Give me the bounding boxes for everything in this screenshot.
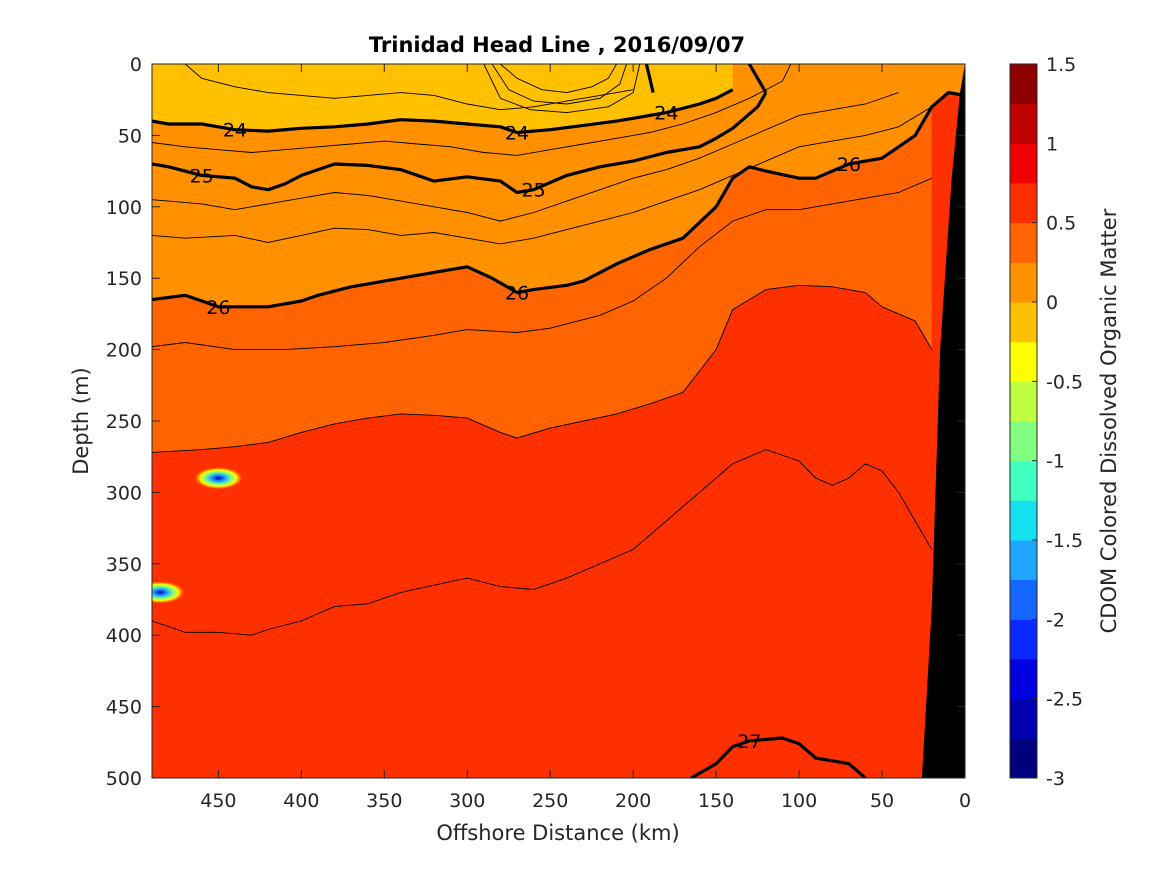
y-tick-label: 150 xyxy=(106,268,142,290)
thin-contour xyxy=(491,64,627,105)
x-tick-label: 450 xyxy=(200,790,236,812)
colorbar-tick-label: 1 xyxy=(1046,133,1058,155)
colorbar: 1.5 1 0.5 0 -0.5 -1 -1.5 -2 -2.5 -3 xyxy=(1009,54,1083,790)
colorbar-swatch xyxy=(1010,262,1037,303)
y-tick-label: 50 xyxy=(118,125,142,147)
colorbar-swatch xyxy=(1010,698,1037,739)
x-tick-label: 50 xyxy=(870,790,894,812)
y-tick-label: 350 xyxy=(106,554,142,576)
thin-contour xyxy=(483,64,641,114)
x-tick-label: 300 xyxy=(449,790,485,812)
colorbar-tick-label: -2 xyxy=(1046,609,1065,631)
y-axis-ticks: 0 50 100 150 200 250 300 350 400 450 500 xyxy=(106,54,965,790)
colorbar-swatch xyxy=(1010,183,1037,224)
colorbar-label: CDOM Colored Dissolved Organic Matter xyxy=(1097,208,1121,633)
colorbar-tick-label: 0.5 xyxy=(1046,213,1076,235)
colorbar-tick-label: -3 xyxy=(1046,768,1065,790)
y-tick-label: 450 xyxy=(106,697,142,719)
seafloor-bathymetry xyxy=(921,64,965,778)
colorbar-tick-label: 0 xyxy=(1046,292,1058,314)
chart-title: Trinidad Head Line , 2016/09/07 xyxy=(369,33,745,57)
low-cdom-anomalies xyxy=(152,467,243,604)
thin-contour xyxy=(152,177,932,351)
contour-label-25: 25 xyxy=(190,165,214,187)
y-tick-label: 0 xyxy=(130,54,142,76)
labeled-isopycnal-contours: 24 24 24 25 25 26 26 26 27 xyxy=(152,64,965,778)
colorbar-swatch xyxy=(1010,222,1037,263)
thin-contour xyxy=(500,64,617,94)
colorbar-swatch xyxy=(1010,302,1037,343)
colorbar-swatch xyxy=(1010,381,1037,422)
colorbar-swatch xyxy=(1010,143,1037,184)
contour-24 xyxy=(152,88,734,135)
x-tick-label: 100 xyxy=(781,790,817,812)
y-tick-label: 300 xyxy=(106,482,142,504)
contour-label-26: 26 xyxy=(837,154,861,176)
colorbar-swatch xyxy=(1010,460,1037,501)
colorbar-tick-label: 1.5 xyxy=(1046,54,1076,76)
thin-contour xyxy=(152,106,933,245)
band-fill xyxy=(152,64,733,133)
contour-label-24: 24 xyxy=(223,120,247,142)
x-tick-label: 350 xyxy=(366,790,402,812)
anomaly-patch xyxy=(194,467,243,490)
y-tick-label: 400 xyxy=(106,625,142,647)
cdom-fill-bands xyxy=(152,64,965,778)
x-tick-label: 400 xyxy=(283,790,319,812)
x-axis-label: Offshore Distance (km) xyxy=(436,821,679,845)
y-tick-label: 250 xyxy=(106,411,142,433)
colorbar-tick-label: -2.5 xyxy=(1046,689,1083,711)
contour-segment xyxy=(747,64,768,94)
y-tick-label: 200 xyxy=(106,340,142,362)
colorbar-tick-label: -1.5 xyxy=(1046,530,1083,552)
colorbar-swatch xyxy=(1010,341,1037,382)
thin-contour xyxy=(152,284,933,453)
colorbar-swatch xyxy=(1010,103,1037,144)
colorbar-swatch xyxy=(1010,500,1037,541)
colorbar-swatch xyxy=(1010,64,1037,105)
contour-label-25: 25 xyxy=(522,180,546,202)
colorbar-tick-label: -0.5 xyxy=(1046,371,1083,393)
contour-label-24: 24 xyxy=(654,103,678,125)
x-axis-ticks: 450 400 350 300 250 200 150 100 50 0 xyxy=(200,64,971,812)
y-tick-label: 500 xyxy=(106,768,142,790)
contour-27 xyxy=(690,736,867,778)
anomaly-patch xyxy=(152,581,185,604)
thin-contour xyxy=(152,64,792,156)
plot-area: 24 24 24 25 25 26 26 26 27 xyxy=(152,64,965,778)
contour-26 xyxy=(152,91,965,309)
colorbar-swatch xyxy=(1010,579,1037,620)
thin-contour xyxy=(152,449,933,636)
x-tick-label: 150 xyxy=(698,790,734,812)
colorbar-swatch xyxy=(1010,540,1037,581)
colorbar-swatch xyxy=(1010,421,1037,462)
x-tick-label: 200 xyxy=(615,790,651,812)
thin-isopycnal-contours xyxy=(152,64,933,636)
contour-label-27: 27 xyxy=(737,731,761,753)
colorbar-tick-label: -1 xyxy=(1046,451,1065,473)
contour-label-24: 24 xyxy=(505,123,529,145)
contour-segment xyxy=(644,64,655,93)
y-axis-label: Depth (m) xyxy=(69,367,93,474)
colorbar-swatch xyxy=(1010,659,1037,700)
contour-label-26: 26 xyxy=(206,297,230,319)
y-tick-label: 100 xyxy=(106,197,142,219)
colorbar-swatch xyxy=(1010,619,1037,660)
x-tick-label: 250 xyxy=(532,790,568,812)
x-tick-label: 0 xyxy=(959,790,971,812)
thin-contour xyxy=(152,92,899,222)
contour-label-26: 26 xyxy=(505,282,529,304)
colorbar-frame xyxy=(1009,63,1038,779)
contour-25 xyxy=(152,91,768,195)
colorbar-swatch xyxy=(1010,738,1037,779)
